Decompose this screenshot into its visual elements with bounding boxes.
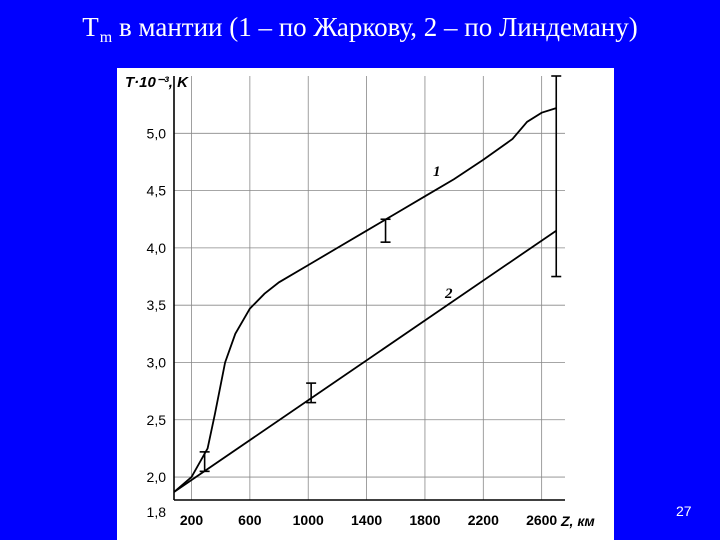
melting-temperature-chart: 200 600 1000 1400 1800 2200 2600 2,0 2,5 3,0 3,5 4,… xyxy=(125,74,595,529)
series-line-2 xyxy=(173,229,557,493)
y-tick-label: 4,5 xyxy=(147,183,167,199)
y-bottom-label: 1,8 xyxy=(147,504,167,520)
x-tick-label: 600 xyxy=(238,512,262,528)
x-tick-label: 200 xyxy=(180,512,204,528)
y-tick-label: 5,0 xyxy=(147,125,167,141)
series-lines xyxy=(173,107,557,493)
series-label-2: 2 xyxy=(444,286,453,302)
grid xyxy=(174,76,565,500)
x-tick-label: 2600 xyxy=(526,512,557,528)
page-number: 27 xyxy=(676,503,692,519)
x-axis-label: Z, км xyxy=(560,513,595,529)
title-rest: в мантии (1 – по Жаркову, 2 – по Линдема… xyxy=(112,12,638,42)
series-labels: 12 xyxy=(433,164,453,302)
slide-title: Tm в мантии (1 – по Жаркову, 2 – по Линд… xyxy=(0,12,720,47)
x-tick-label: 1800 xyxy=(409,512,440,528)
series-line-1 xyxy=(173,107,557,493)
y-tick-label: 2,0 xyxy=(147,469,167,485)
error-bars xyxy=(199,75,562,473)
y-tick-label: 4,0 xyxy=(147,240,167,256)
title-subscript: m xyxy=(99,29,113,46)
y-tick-label: 3,5 xyxy=(147,297,167,313)
tick-labels: 200 600 1000 1400 1800 2200 2600 2,0 2,5 3,0 3,5 4,… xyxy=(147,125,558,528)
chart-panel: 200 600 1000 1400 1800 2200 2600 2,0 2,5 3,0 3,5 4,… xyxy=(117,68,614,540)
y-axis-label: T·10⁻³, K xyxy=(125,74,189,91)
x-tick-label: 1000 xyxy=(293,512,324,528)
axes xyxy=(173,76,565,501)
y-tick-label: 2,5 xyxy=(147,412,167,428)
title-main: T xyxy=(82,12,99,42)
series-label-1: 1 xyxy=(433,164,441,180)
y-tick-label: 3,0 xyxy=(147,354,167,370)
x-tick-label: 1400 xyxy=(351,512,382,528)
x-tick-label: 2200 xyxy=(468,512,499,528)
